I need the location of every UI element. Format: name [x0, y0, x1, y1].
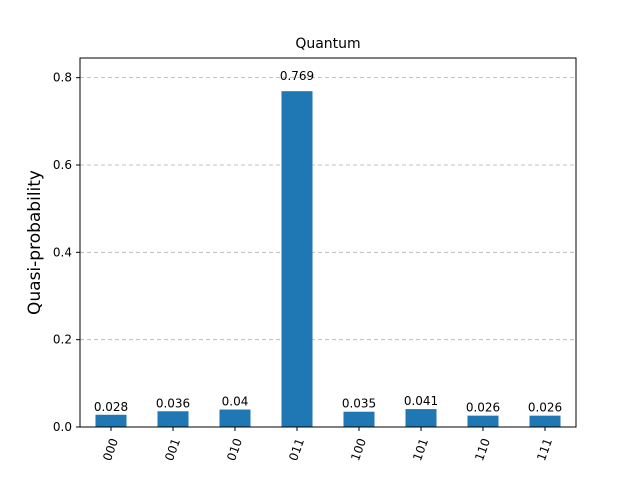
bar-value-label: 0.026 [466, 401, 500, 415]
y-tick-label: 0.6 [53, 158, 72, 172]
bar-value-label: 0.769 [280, 69, 314, 83]
x-tick-label-111: 111 [534, 436, 555, 462]
chart-title: Quantum [295, 36, 360, 52]
bar-011 [282, 91, 313, 427]
bar-value-label: 0.036 [156, 396, 190, 410]
y-axis-label: Quasi-probability [25, 170, 45, 315]
x-tick-label-010: 010 [224, 436, 245, 462]
bar-value-label: 0.028 [94, 400, 128, 414]
bar-value-label: 0.04 [222, 395, 249, 409]
x-tick-label-001: 001 [162, 436, 183, 462]
bar-101 [406, 409, 437, 427]
bar-001 [158, 411, 189, 427]
x-tick-label-110: 110 [472, 436, 493, 462]
bar-010 [220, 410, 251, 427]
y-tick-label: 0.0 [53, 420, 72, 434]
y-tick-label: 0.4 [53, 245, 72, 259]
bar-000 [96, 415, 127, 427]
x-axis-ticks: 000 001 010 011 100 101 110 111 [100, 427, 555, 463]
bar-100 [344, 412, 375, 427]
x-tick-label-101: 101 [410, 436, 431, 462]
bar-110 [468, 416, 499, 427]
bar-value-label: 0.041 [404, 394, 438, 408]
plot-area-frame [80, 58, 576, 427]
bars [96, 91, 561, 427]
y-axis-ticks: 0.0 0.2 0.4 0.6 0.8 [53, 71, 80, 434]
bar-value-labels: 0.028 0.036 0.04 0.769 0.035 0.041 0.026 0.026 [94, 69, 562, 414]
x-tick-label-000: 000 [100, 436, 121, 462]
bar-111 [530, 416, 561, 427]
bar-value-label: 0.026 [528, 401, 562, 415]
bar-value-label: 0.035 [342, 397, 376, 411]
x-tick-label-011: 011 [286, 436, 307, 462]
grid-lines [80, 78, 576, 340]
y-tick-label: 0.2 [53, 333, 72, 347]
y-tick-label: 0.8 [53, 71, 72, 85]
x-tick-label-100: 100 [348, 436, 369, 462]
